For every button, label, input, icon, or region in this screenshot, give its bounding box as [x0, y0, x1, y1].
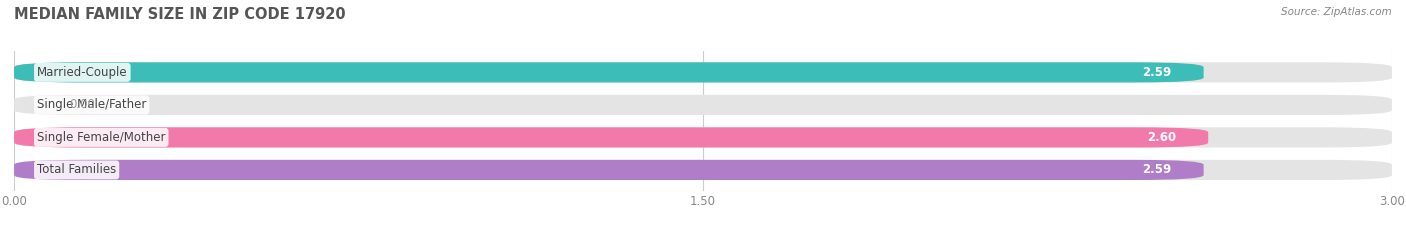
Text: 2.59: 2.59: [1142, 66, 1171, 79]
FancyBboxPatch shape: [14, 160, 1392, 180]
Text: Single Female/Mother: Single Female/Mother: [37, 131, 166, 144]
FancyBboxPatch shape: [14, 62, 1392, 82]
Text: Source: ZipAtlas.com: Source: ZipAtlas.com: [1281, 7, 1392, 17]
FancyBboxPatch shape: [14, 127, 1208, 147]
Text: 2.60: 2.60: [1147, 131, 1175, 144]
FancyBboxPatch shape: [14, 127, 1392, 147]
Text: Single Male/Father: Single Male/Father: [37, 98, 146, 111]
FancyBboxPatch shape: [14, 95, 1392, 115]
Text: Married-Couple: Married-Couple: [37, 66, 128, 79]
FancyBboxPatch shape: [14, 160, 1204, 180]
Text: 2.59: 2.59: [1142, 163, 1171, 176]
FancyBboxPatch shape: [14, 62, 1204, 82]
Text: Total Families: Total Families: [37, 163, 117, 176]
Text: 0.00: 0.00: [69, 98, 96, 111]
Text: MEDIAN FAMILY SIZE IN ZIP CODE 17920: MEDIAN FAMILY SIZE IN ZIP CODE 17920: [14, 7, 346, 22]
